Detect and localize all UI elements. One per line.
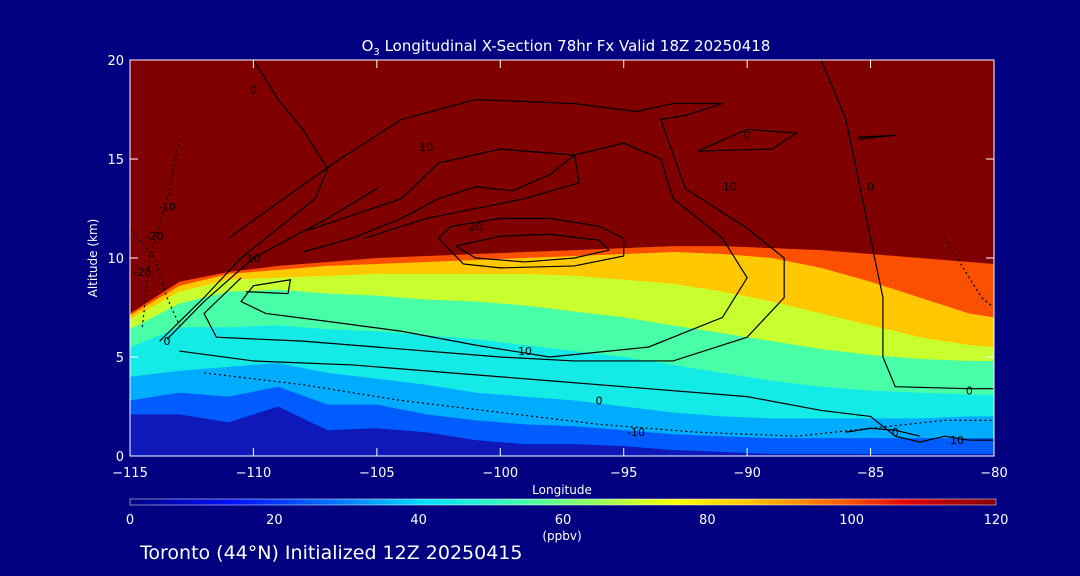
contour-line bbox=[455, 233, 611, 263]
x-tick-label: −95 bbox=[610, 466, 637, 481]
contour-line bbox=[697, 128, 799, 152]
contour-line bbox=[141, 139, 180, 328]
contour-line bbox=[130, 227, 180, 326]
contour-label: 20 bbox=[469, 220, 483, 233]
x-tick-label: −110 bbox=[236, 466, 272, 481]
x-axis: −115 −110 −105 −100 −95 −90 −85 −80 bbox=[112, 60, 1008, 481]
contour-line bbox=[438, 217, 625, 269]
contour-line bbox=[820, 60, 994, 390]
y-axis: 0 5 10 15 20 bbox=[107, 54, 994, 465]
colorbar-tick-label: 40 bbox=[410, 513, 427, 528]
contour-line bbox=[240, 142, 748, 358]
plot-area: 0 10 -10 -20 -20 20 10 0 10 0 -10 0 10 0 0 0 10 bbox=[130, 60, 994, 456]
x-axis-label: Longitude bbox=[532, 483, 592, 497]
contour-label: 0 bbox=[596, 395, 603, 408]
colorbar-ticks: 0 20 40 60 80 100 120 bbox=[126, 513, 1009, 528]
contour-label: 0 bbox=[250, 84, 257, 97]
y-tick-label: 15 bbox=[107, 153, 124, 168]
colorbar-tick-label: 100 bbox=[839, 513, 864, 528]
contour-line bbox=[858, 134, 896, 140]
colorbar-tick-label: 20 bbox=[266, 513, 283, 528]
contour-label: -10 bbox=[158, 201, 176, 214]
x-tick-label: −80 bbox=[980, 466, 1007, 481]
contour-label: 0 bbox=[966, 385, 973, 398]
contour-label: 10 bbox=[246, 252, 260, 265]
contour-line bbox=[179, 350, 994, 443]
contour-line bbox=[845, 427, 921, 437]
contour-label: 10 bbox=[950, 434, 964, 447]
x-tick-label: −90 bbox=[733, 466, 760, 481]
contour-label: 0 bbox=[892, 426, 899, 439]
contour-label: 10 bbox=[518, 345, 532, 358]
contour-line bbox=[159, 60, 329, 342]
contour-line bbox=[166, 188, 378, 340]
chart-title: O3 Longitudinal X-Section 78hr Fx Valid … bbox=[362, 37, 771, 58]
contour-label: 0 bbox=[744, 129, 751, 142]
footer-caption: Toronto (44°N) Initialized 12Z 20250415 bbox=[140, 542, 523, 564]
colorbar-tick-label: 120 bbox=[984, 513, 1009, 528]
x-tick-label: −105 bbox=[359, 466, 395, 481]
y-axis-label: Altitude (km) bbox=[86, 219, 100, 298]
colorbar-tick-label: 60 bbox=[555, 513, 572, 528]
contour-labels: 0 10 -10 -20 -20 20 10 0 10 0 -10 0 10 0 0 0 10 bbox=[133, 84, 972, 447]
contour-label: 10 bbox=[419, 141, 433, 154]
colorbar-tick-label: 80 bbox=[699, 513, 716, 528]
x-tick-label: −115 bbox=[112, 466, 148, 481]
contour-label: 10 bbox=[723, 181, 737, 194]
title-subscript: 3 bbox=[373, 47, 379, 58]
x-tick-label: −85 bbox=[857, 466, 884, 481]
colorbar-unit-label: (ppbv) bbox=[542, 529, 581, 543]
contour-label: 0 bbox=[164, 335, 171, 348]
colorbar-tick-label: 0 bbox=[126, 513, 134, 528]
contour-label: -20 bbox=[133, 266, 151, 279]
contour-lines bbox=[130, 60, 994, 443]
y-tick-label: 10 bbox=[107, 252, 124, 267]
contour-label: -10 bbox=[627, 426, 645, 439]
ozone-fill-bands bbox=[130, 60, 994, 456]
contour-label: -20 bbox=[146, 230, 164, 243]
title-species: O bbox=[362, 37, 374, 55]
contour-label: 0 bbox=[867, 181, 874, 194]
y-tick-label: 0 bbox=[116, 450, 124, 465]
title-text: Longitudinal X-Section 78hr Fx Valid 18Z… bbox=[380, 37, 771, 55]
y-tick-label: 20 bbox=[107, 54, 124, 69]
terrain-mask bbox=[130, 406, 994, 456]
x-tick-label: −100 bbox=[482, 466, 518, 481]
contour-line bbox=[307, 148, 580, 239]
colorbar bbox=[129, 498, 997, 506]
y-tick-label: 5 bbox=[116, 351, 124, 366]
contour-line bbox=[203, 98, 785, 362]
